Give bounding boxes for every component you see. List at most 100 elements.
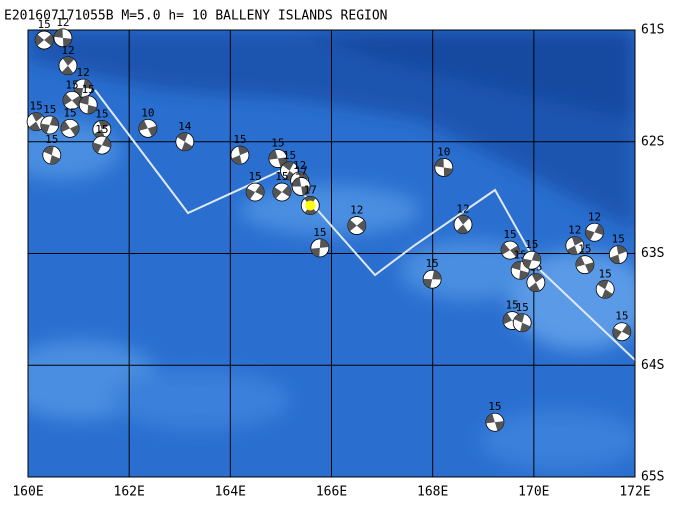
focal-mechanism: 15 — [92, 123, 112, 155]
compression-quadrant — [575, 256, 594, 273]
compression-quadrant — [268, 149, 287, 168]
depth-label: 15 — [283, 149, 296, 162]
focal-mechanism: 15 — [485, 400, 505, 432]
depth-label: 10 — [141, 106, 154, 119]
focal-mechanism: 15 — [230, 133, 250, 165]
y-tick-label: 62S — [641, 134, 664, 149]
compression-quadrant — [74, 79, 93, 97]
compression-quadrant — [485, 413, 504, 431]
compression-quadrant — [54, 28, 72, 47]
compression-quadrant — [304, 196, 317, 215]
compression-quadrant — [40, 116, 59, 134]
focal-mechanism: 12 — [585, 210, 604, 242]
focal-mechanism: 15 — [42, 133, 62, 165]
focal-mechanism: 12 — [53, 16, 73, 48]
depth-label: 15 — [313, 226, 326, 239]
focal-mechanism: 12 — [58, 44, 78, 76]
x-tick-label: 172E — [619, 485, 650, 500]
focal-mechanism: 12 — [453, 202, 473, 234]
depth-label: 10 — [437, 145, 450, 158]
depth-label: 12 — [61, 44, 74, 57]
depth-label: 15 — [516, 301, 529, 314]
y-tick-label: 61S — [641, 23, 664, 38]
x-tick-label: 168E — [417, 485, 448, 500]
focal-mechanism: 12 — [347, 204, 367, 235]
focal-mechanism: 15 — [92, 107, 112, 139]
depth-label: 15 — [65, 78, 78, 91]
depth-label: 12 — [56, 16, 69, 29]
compression-quadrant — [528, 273, 544, 292]
compression-quadrant — [43, 146, 61, 165]
depth-label: 12 — [568, 224, 581, 237]
compression-quadrant — [292, 177, 311, 196]
compression-quadrant — [423, 270, 442, 288]
depth-label: 15 — [426, 257, 439, 270]
x-tick-label: 166E — [316, 485, 347, 500]
focal-mechanism: 15 — [522, 238, 542, 270]
depth-label: 15 — [503, 228, 516, 241]
compression-quadrant — [456, 215, 470, 234]
depth-label: 15 — [38, 18, 51, 31]
bathymetry — [28, 30, 635, 470]
depth-label: 14 — [178, 120, 192, 133]
y-tick-label: 63S — [641, 246, 664, 261]
compression-quadrant — [61, 56, 75, 75]
compression-quadrant — [35, 34, 54, 46]
y-tick-label: 64S — [641, 358, 664, 373]
focal-mechanism: 10 — [138, 106, 158, 138]
focal-mechanism: 15 — [608, 233, 628, 265]
compression-quadrant — [231, 146, 249, 165]
x-tick-label: 162E — [114, 485, 145, 500]
depth-label: 15 — [43, 103, 56, 116]
depth-label: 15 — [505, 299, 518, 312]
depth-label: 15 — [271, 137, 284, 150]
focal-mechanism: 15 — [575, 243, 595, 275]
compression-quadrant — [585, 224, 604, 241]
depth-label: 15 — [615, 310, 628, 323]
focal-mechanism: 15 — [500, 228, 520, 260]
depth-label: 17 — [295, 164, 308, 177]
compression-quadrant — [138, 120, 157, 137]
depth-label: 15 — [45, 133, 58, 146]
compression-quadrant — [501, 243, 520, 257]
compression-quadrant — [612, 324, 631, 339]
depth-label: 15 — [95, 123, 108, 136]
focal-mechanism: 15 — [34, 18, 54, 50]
depth-label: 17 — [304, 183, 317, 196]
compression-quadrant — [61, 120, 79, 136]
depth-label: 15 — [488, 400, 501, 413]
depth-label: 12 — [77, 66, 90, 79]
compression-quadrant — [79, 95, 97, 114]
depth-label: 15 — [82, 83, 95, 96]
depth-label: 15 — [578, 243, 591, 256]
compression-quadrant — [609, 245, 627, 264]
compression-quadrant — [514, 313, 531, 332]
compression-quadrant — [92, 137, 111, 154]
focal-mechanism: 15 — [272, 170, 292, 202]
depth-label: 12 — [456, 202, 469, 215]
depth-label: 15 — [612, 233, 625, 246]
compression-quadrant — [434, 158, 453, 177]
main-event — [305, 200, 316, 211]
compression-quadrant — [310, 238, 329, 257]
depth-label: 15 — [29, 100, 42, 113]
compression-quadrant — [522, 251, 541, 269]
focal-mechanism: 17 — [291, 164, 311, 196]
compression-quadrant — [29, 112, 44, 131]
depth-label: 12 — [350, 204, 363, 217]
focal-mechanism: 15 — [78, 83, 98, 115]
focal-mechanism: 15 — [512, 301, 532, 333]
focal-mechanism: 15 — [422, 257, 442, 289]
focal-mechanism: 10 — [434, 145, 454, 177]
compression-quadrant — [566, 236, 583, 255]
focal-mechanism: 12 — [73, 66, 93, 98]
depth-label: 15 — [95, 107, 108, 120]
frame — [27, 29, 636, 478]
depth-label: 15 — [63, 106, 76, 119]
compression-quadrant — [63, 93, 81, 108]
focal-mechanism: 15 — [612, 310, 632, 342]
x-tick-label: 170E — [518, 485, 549, 500]
compression-quadrant — [94, 120, 110, 139]
focal-mechanism: 15 — [60, 106, 80, 138]
